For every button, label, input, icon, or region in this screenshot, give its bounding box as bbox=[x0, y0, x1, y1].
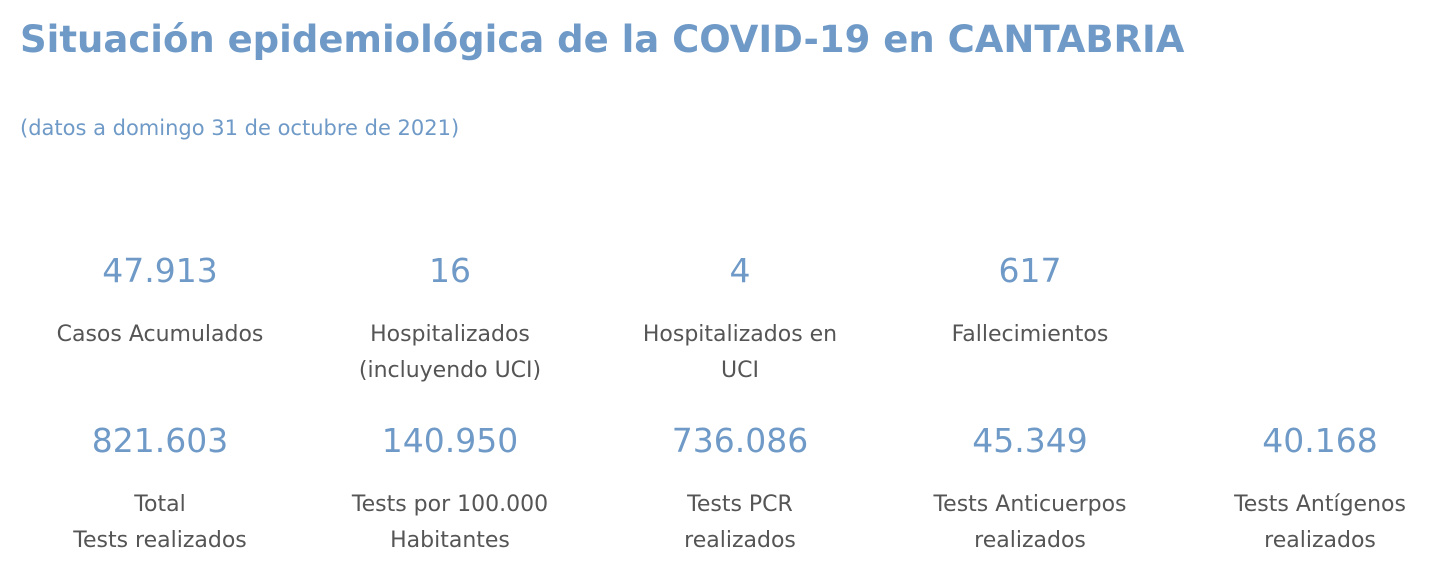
stat-label-line2: UCI bbox=[721, 358, 759, 383]
stat-label: Total Tests realizados bbox=[15, 487, 305, 559]
stat-label-line1: Hospitalizados en bbox=[642, 322, 838, 347]
stat-label-line2: Tests realizados bbox=[73, 528, 247, 553]
stat-label-line2: realizados bbox=[1264, 528, 1376, 553]
stat-label-line1: Tests Antígenos bbox=[1234, 492, 1406, 517]
stat-total-tests: 821.603 Total Tests realizados bbox=[15, 421, 305, 559]
stat-label-line1: Tests por 100.000 bbox=[351, 492, 549, 517]
stat-label-line1: Tests PCR bbox=[687, 492, 793, 517]
stat-value: 47.913 bbox=[102, 251, 218, 290]
stat-value: 4 bbox=[729, 251, 751, 290]
stat-label: Tests por 100.000 Habitantes bbox=[305, 487, 595, 559]
stat-value: 16 bbox=[429, 251, 471, 290]
stat-label-line2: (incluyendo UCI) bbox=[358, 358, 542, 383]
stat-label: Casos Acumulados bbox=[15, 317, 305, 353]
stat-label-line2: Habitantes bbox=[390, 528, 510, 553]
stat-label-line1: Hospitalizados bbox=[370, 322, 530, 347]
stat-label: Fallecimientos bbox=[885, 317, 1175, 353]
stat-value: 821.603 bbox=[91, 421, 229, 460]
stat-casos-acumulados: 47.913 Casos Acumulados bbox=[15, 251, 305, 353]
stat-tests-pcr: 736.086 Tests PCR realizados bbox=[595, 421, 885, 559]
stat-label: Hospitalizados en UCI bbox=[595, 317, 885, 389]
stat-tests-anticuerpos: 45.349 Tests Anticuerpos realizados bbox=[885, 421, 1175, 559]
stat-label-line2: realizados bbox=[974, 528, 1086, 553]
stat-label: Tests Anticuerpos realizados bbox=[885, 487, 1175, 559]
data-date-subtitle: (datos a domingo 31 de octubre de 2021) bbox=[20, 116, 460, 140]
stat-value: 40.168 bbox=[1262, 421, 1378, 460]
stat-value: 736.086 bbox=[671, 421, 809, 460]
stat-label-line1: Casos Acumulados bbox=[56, 322, 264, 347]
page-title: Situación epidemiológica de la COVID-19 … bbox=[20, 18, 1185, 61]
stat-hospitalizados-uci: 4 Hospitalizados en UCI bbox=[595, 251, 885, 389]
stat-label: Tests PCR realizados bbox=[595, 487, 885, 559]
stat-value: 45.349 bbox=[972, 421, 1088, 460]
stat-label: Tests Antígenos realizados bbox=[1175, 487, 1440, 559]
stat-tests-per-100k: 140.950 Tests por 100.000 Habitantes bbox=[305, 421, 595, 559]
stat-value: 140.950 bbox=[381, 421, 519, 460]
stat-hospitalizados: 16 Hospitalizados (incluyendo UCI) bbox=[305, 251, 595, 389]
stat-label-line1: Tests Anticuerpos bbox=[933, 492, 1127, 517]
stat-label: Hospitalizados (incluyendo UCI) bbox=[305, 317, 595, 389]
stat-label-line2: realizados bbox=[684, 528, 796, 553]
stat-label-line1: Total bbox=[134, 492, 186, 517]
stat-label-line1: Fallecimientos bbox=[951, 322, 1109, 347]
stat-fallecimientos: 617 Fallecimientos bbox=[885, 251, 1175, 353]
stat-value: 617 bbox=[998, 251, 1062, 290]
stat-tests-antigenos: 40.168 Tests Antígenos realizados bbox=[1175, 421, 1440, 559]
